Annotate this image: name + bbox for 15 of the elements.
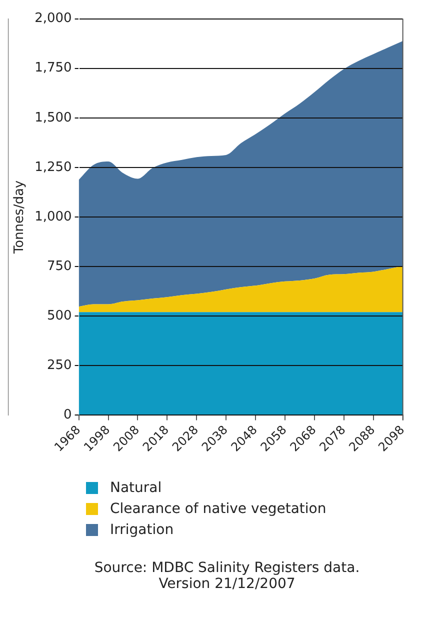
- source-note: Source: MDBC Salinity Registers data.: [93, 560, 361, 576]
- legend-label: Clearance of native vegetation: [110, 501, 326, 517]
- y-tick-label: 1,500: [34, 110, 72, 126]
- y-tick-label: 1,250: [34, 160, 72, 175]
- y-tick-label: 0: [64, 408, 72, 423]
- y-tick-label: 1,000: [34, 209, 72, 224]
- legend-label: Natural: [110, 480, 162, 496]
- text: Version 21/12/2007: [158, 576, 296, 592]
- y-tick-label: 1,750: [34, 60, 72, 76]
- y-tick-label: 250: [46, 358, 72, 374]
- y-tick-label: 500: [46, 308, 72, 324]
- y-tick-label: 2,000: [34, 11, 72, 26]
- y-tick-label: 750: [46, 258, 72, 274]
- y-axis-title: Tonnes/day: [12, 180, 28, 255]
- legend-label: Irrigation: [110, 522, 174, 538]
